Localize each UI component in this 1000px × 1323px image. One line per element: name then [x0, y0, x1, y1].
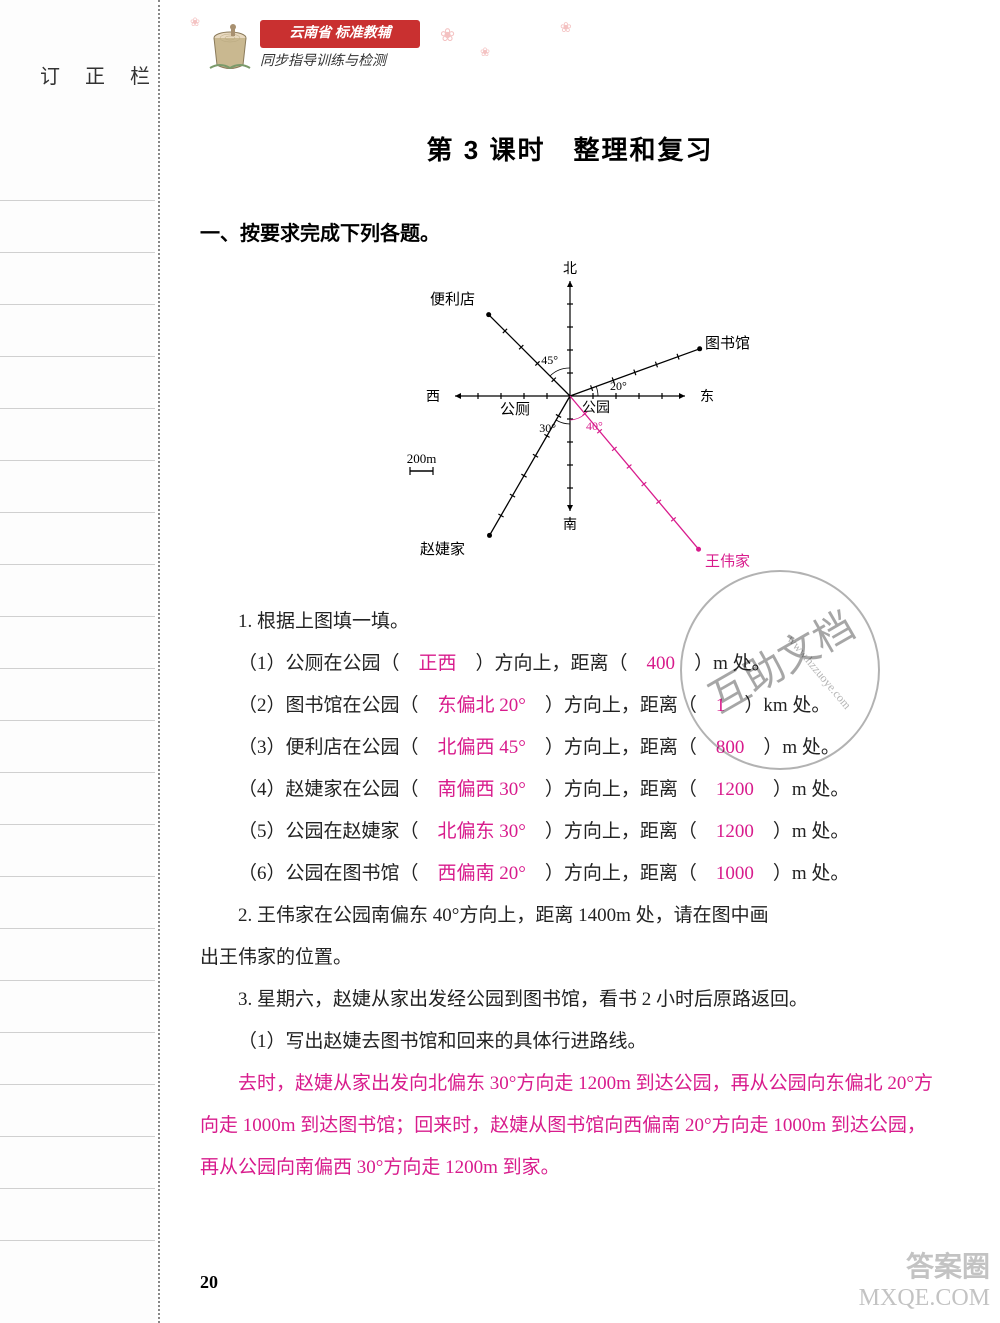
svg-text:20°: 20° [610, 379, 627, 393]
margin-rule [0, 252, 155, 253]
margin-rule [0, 980, 155, 981]
margin-rule [0, 1136, 155, 1137]
text-line: （2）图书馆在公园（ 东偏北 20° ）方向上，距离（ 1 ）km 处。 [200, 685, 940, 727]
svg-text:公厕: 公厕 [500, 402, 530, 418]
margin-rule [0, 1240, 155, 1241]
text-line: （3）便利店在公园（ 北偏西 45° ）方向上，距离（ 800 ）m 处。 [200, 727, 940, 769]
header-subtitle: 同步指导训练与检测 [260, 50, 386, 70]
svg-text:30°: 30° [539, 421, 556, 435]
svg-text:南: 南 [563, 517, 577, 533]
petal-icon: ❀ [480, 45, 490, 60]
dotted-divider [158, 0, 160, 1323]
lesson-title: 第 3 课时 整理和复习 [200, 130, 940, 167]
margin-rule [0, 720, 155, 721]
svg-text:45°: 45° [541, 353, 558, 367]
text-line: 3. 星期六，赵婕从家出发经公园到图书馆，看书 2 小时后原路返回。 [200, 979, 940, 1021]
correction-label: 订 正 栏 [40, 60, 160, 89]
petal-icon: ❀ [190, 15, 200, 30]
svg-text:200m: 200m [407, 451, 437, 466]
margin-rule [0, 668, 155, 669]
margin-rule [0, 1188, 155, 1189]
svg-text:西: 西 [426, 390, 440, 405]
margin-rule [0, 1032, 155, 1033]
margin-rule [0, 200, 155, 201]
petal-icon: ❀ [440, 25, 455, 46]
header-banner: 云南省 标准教辅 [260, 20, 420, 48]
margin-rule [0, 356, 155, 357]
margin-rule [0, 928, 155, 929]
margin-rule [0, 512, 155, 513]
svg-text:公园: 公园 [582, 401, 610, 416]
text-line: 出王伟家的位置。 [200, 937, 940, 979]
petal-icon: ❀ [560, 20, 572, 37]
text-line: （1）公厕在公园（ 正西 ）方向上，距离（ 400 ）m 处。 [200, 643, 940, 685]
text-line: （6）公园在图书馆（ 西偏南 20° ）方向上，距离（ 1000 ）m 处。 [200, 853, 940, 895]
svg-text:东: 东 [700, 389, 714, 405]
margin-rule [0, 564, 155, 565]
svg-text:赵婕家: 赵婕家 [420, 541, 465, 558]
compass-diagram: 北南 东 西公园 公厕 便利店图书馆赵婕家王伟家 45° 20° 30° 40° 200m [200, 261, 940, 591]
section-heading: 一、按要求完成下列各题。 [200, 217, 940, 246]
stump-illustration [205, 20, 255, 75]
margin-rule [0, 772, 155, 773]
margin-rule [0, 824, 155, 825]
text-line: （1）写出赵婕去图书馆和回来的具体行进路线。 [200, 1021, 940, 1063]
text-line: （4）赵婕家在公园（ 南偏西 30° ）方向上，距离（ 1200 ）m 处。 [200, 769, 940, 811]
svg-text:王伟家: 王伟家 [705, 553, 750, 570]
margin-rule [0, 460, 155, 461]
text-line: 2. 王伟家在公园南偏东 40°方向上，距离 1400m 处，请在图中画 [200, 895, 940, 937]
margin-rule [0, 876, 155, 877]
corner-logo: 答案圈 MXQE.COM [859, 1251, 990, 1313]
margin-rule [0, 616, 155, 617]
margin-rule [0, 1084, 155, 1085]
svg-text:图书馆: 图书馆 [705, 335, 750, 352]
svg-text:北: 北 [563, 261, 577, 277]
text-line: （5）公园在赵婕家（ 北偏东 30° ）方向上，距离（ 1200 ）m 处。 [200, 811, 940, 853]
correction-margin [0, 0, 155, 1323]
svg-text:便利店: 便利店 [430, 291, 475, 308]
svg-text:40°: 40° [586, 419, 603, 433]
page-number: 20 [200, 1272, 218, 1293]
margin-rule [0, 408, 155, 409]
text-line: 1. 根据上图填一填。 [200, 601, 940, 643]
margin-rule [0, 304, 155, 305]
answer-text: 去时，赵婕从家出发向北偏东 30°方向走 1200m 到达公园，再从公园向东偏北… [200, 1063, 940, 1189]
